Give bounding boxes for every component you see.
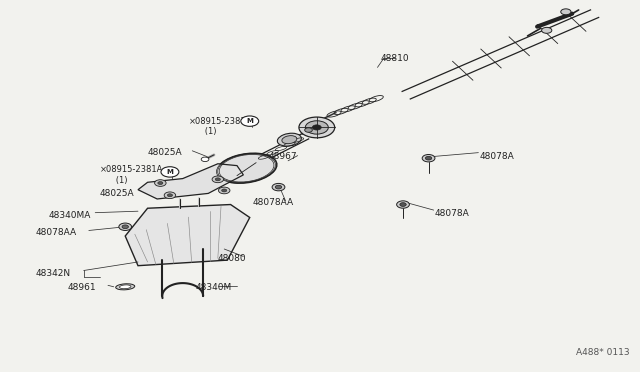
- Circle shape: [397, 201, 410, 208]
- Circle shape: [122, 225, 129, 229]
- Text: M: M: [166, 169, 173, 175]
- Ellipse shape: [116, 284, 135, 290]
- Text: 48025A: 48025A: [100, 189, 134, 198]
- Circle shape: [272, 183, 285, 191]
- Ellipse shape: [120, 285, 131, 289]
- Ellipse shape: [282, 136, 297, 144]
- Circle shape: [299, 117, 335, 138]
- Circle shape: [422, 154, 435, 162]
- Text: 48078AA: 48078AA: [253, 198, 294, 207]
- Text: ×08915-2381A
      (1): ×08915-2381A (1): [100, 165, 163, 185]
- Circle shape: [312, 125, 321, 130]
- Ellipse shape: [216, 153, 277, 183]
- Circle shape: [561, 9, 571, 15]
- Text: ×08915-2381A
      (1): ×08915-2381A (1): [189, 117, 252, 137]
- Circle shape: [221, 189, 227, 192]
- Circle shape: [241, 116, 259, 126]
- Text: 48078AA: 48078AA: [36, 228, 77, 237]
- Circle shape: [212, 176, 223, 183]
- Circle shape: [155, 180, 166, 186]
- Circle shape: [158, 182, 163, 185]
- Circle shape: [218, 187, 230, 194]
- Text: 48967: 48967: [269, 152, 298, 161]
- Polygon shape: [125, 205, 250, 266]
- Circle shape: [275, 185, 282, 189]
- Text: 48342N: 48342N: [36, 269, 71, 278]
- Circle shape: [400, 203, 406, 206]
- Text: 48078A: 48078A: [435, 209, 470, 218]
- Circle shape: [215, 178, 220, 181]
- Ellipse shape: [277, 133, 301, 146]
- Text: 48810: 48810: [381, 54, 410, 62]
- Text: 48340M: 48340M: [195, 283, 232, 292]
- Text: M: M: [246, 118, 253, 124]
- Text: 48340MA: 48340MA: [49, 211, 91, 220]
- Polygon shape: [138, 164, 243, 199]
- Circle shape: [164, 192, 175, 199]
- Text: 48025A: 48025A: [148, 148, 182, 157]
- Circle shape: [305, 121, 328, 134]
- Circle shape: [541, 28, 552, 33]
- Text: A488* 0113: A488* 0113: [576, 348, 630, 357]
- Text: 48080: 48080: [218, 254, 246, 263]
- Text: 48078A: 48078A: [479, 152, 515, 161]
- Circle shape: [305, 128, 312, 132]
- Circle shape: [426, 156, 432, 160]
- Circle shape: [201, 157, 209, 161]
- Circle shape: [119, 223, 132, 231]
- Circle shape: [168, 194, 173, 197]
- Circle shape: [161, 167, 179, 177]
- Text: 48961: 48961: [68, 283, 97, 292]
